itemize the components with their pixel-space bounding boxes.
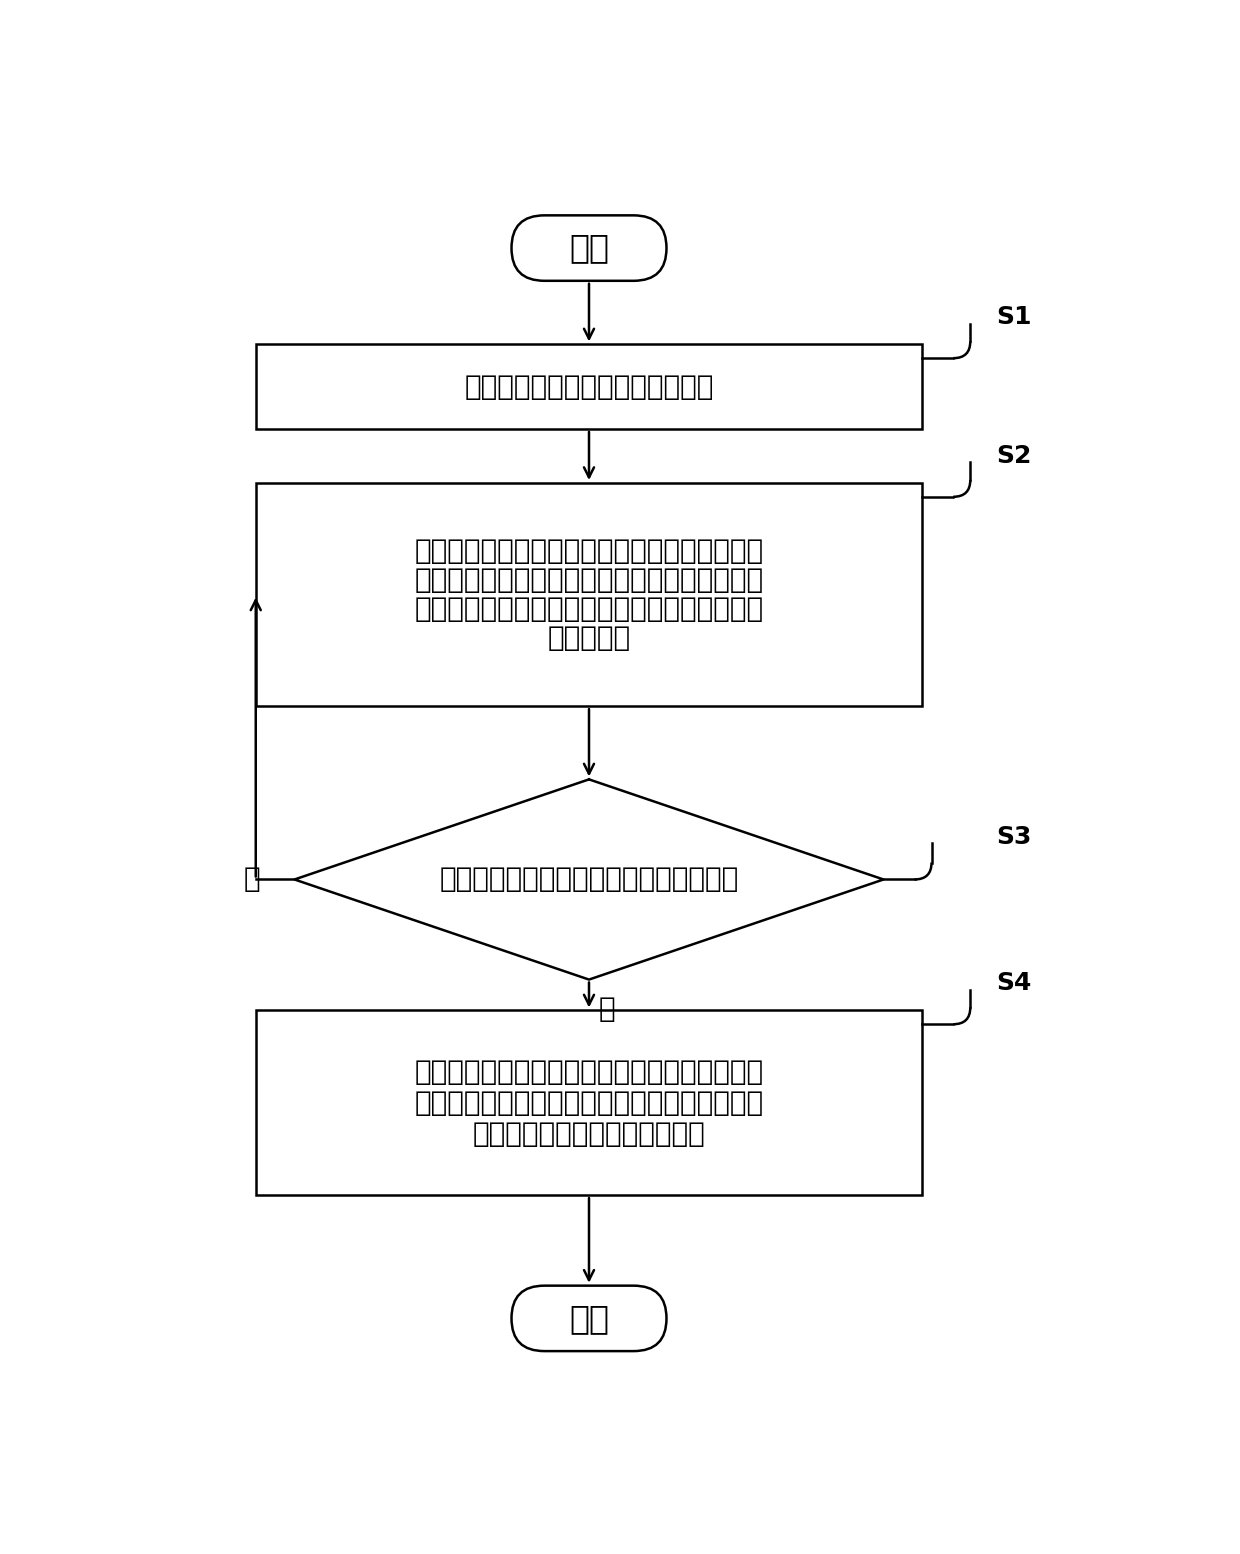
Text: 器参数，根据位移均衡器参数获取用于测试负载: 器参数，根据位移均衡器参数获取用于测试负载 <box>414 566 764 594</box>
Text: 根据初始马达模型参数获取负载马达的位移均衡: 根据初始马达模型参数获取负载马达的位移均衡 <box>414 536 764 564</box>
Text: S3: S3 <box>996 825 1032 848</box>
Text: 表征马达位移水平的马达特征物理量，根据马达: 表征马达位移水平的马达特征物理量，根据马达 <box>414 1089 764 1117</box>
Text: S4: S4 <box>996 971 1032 996</box>
Text: 否: 否 <box>243 866 260 894</box>
Text: 根据生成新的马达模型参数的测试信号获取用于: 根据生成新的马达模型参数的测试信号获取用于 <box>414 1058 764 1086</box>
Text: S2: S2 <box>996 444 1032 468</box>
Text: 结束: 结束 <box>569 1302 609 1335</box>
Text: 特征物理量获取负载马达的带宽: 特征物理量获取负载马达的带宽 <box>472 1119 706 1147</box>
Text: 获取负载马达的初始马达模型参数: 获取负载马达的初始马达模型参数 <box>464 373 714 401</box>
Bar <box>255 1010 923 1195</box>
Bar <box>255 483 923 706</box>
Text: 判断新的马达模型参数是否满足预设要求: 判断新的马达模型参数是否满足预设要求 <box>439 866 739 894</box>
Text: 达模型参数: 达模型参数 <box>547 625 631 653</box>
Bar <box>255 345 923 429</box>
Text: 是: 是 <box>598 995 615 1023</box>
FancyBboxPatch shape <box>511 216 667 281</box>
Text: S1: S1 <box>996 306 1032 329</box>
Text: 开始: 开始 <box>569 232 609 264</box>
Text: 马达性能的测试信号，根据测试信号生成新的马: 马达性能的测试信号，根据测试信号生成新的马 <box>414 595 764 623</box>
FancyBboxPatch shape <box>511 1285 667 1350</box>
